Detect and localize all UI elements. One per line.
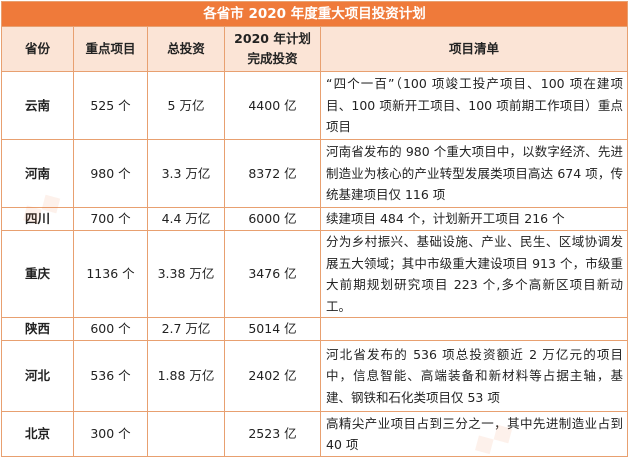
cell-planned-investment: 3476 亿 <box>224 230 321 318</box>
cell-key-projects: 525 个 <box>73 71 148 140</box>
table-row: 陕西 600 个 2.7 万亿 5014 亿 <box>1 317 628 341</box>
header-total-investment: 总投资 <box>147 26 225 72</box>
cell-planned-investment: 2402 亿 <box>224 340 321 412</box>
cell-project-list: 分为乡村振兴、基础设施、产业、民生、区域协调发展五大领域；其中市级重大建设项目 … <box>319 230 628 318</box>
cell-planned-investment: 8372 亿 <box>224 139 321 208</box>
cell-province: 云南 <box>1 71 74 140</box>
investment-plan-table: 各省市 2020 年度重大项目投资计划 省份 重点项目 总投资 2020 年计划… <box>0 1 628 457</box>
header-planned-line2: 完成投资 <box>247 51 298 66</box>
cell-project-list <box>319 317 628 341</box>
investment-table-container: ◆◆ ◆◆ 各省市 2020 年度重大项目投资计划 省份 重点项目 总投资 20… <box>0 1 628 463</box>
cell-province: 北京 <box>1 411 74 457</box>
header-planned-line1: 2020 年计划 <box>234 31 311 46</box>
cell-key-projects: 536 个 <box>73 340 148 412</box>
table-row: 重庆 1136 个 3.38 万亿 3476 亿 分为乡村振兴、基础设施、产业、… <box>1 230 628 318</box>
cell-key-projects: 1136 个 <box>73 230 148 318</box>
cell-total-investment: 5 万亿 <box>147 71 225 140</box>
cell-key-projects: 300 个 <box>73 411 148 457</box>
cell-project-list: 高精尖产业项目占到三分之一，其中先进制造业占到 40 项 <box>319 411 628 457</box>
cell-total-investment: 2.7 万亿 <box>147 317 225 341</box>
cell-key-projects: 700 个 <box>73 207 148 231</box>
cell-planned-investment: 5014 亿 <box>224 317 321 341</box>
table-row: 河北 536 个 1.88 万亿 2402 亿 河北省发布的 536 项总投资额… <box>1 340 628 412</box>
header-planned-investment: 2020 年计划 完成投资 <box>224 26 321 72</box>
cell-planned-investment: 4400 亿 <box>224 71 321 140</box>
cell-project-list: 河南省发布的 980 个重大项目中，以数字经济、先进制造业为核心的产业转型发展类… <box>319 139 628 208</box>
header-key-projects: 重点项目 <box>73 26 148 72</box>
table-row: 河南 980 个 3.3 万亿 8372 亿 河南省发布的 980 个重大项目中… <box>1 139 628 208</box>
cell-project-list: 河北省发布的 536 项总投资额近 2 万亿元的项目中，信息智能、高端装备和新材… <box>319 340 628 412</box>
cell-project-list: 续建项目 484 个，计划新开工项目 216 个 <box>319 207 628 231</box>
table-row: 云南 525 个 5 万亿 4400 亿 “四个一百”（100 项竣工投产项目、… <box>1 71 628 140</box>
cell-total-investment: 3.38 万亿 <box>147 230 225 318</box>
table-row: 四川 700 个 4.4 万亿 6000 亿 续建项目 484 个，计划新开工项… <box>1 207 628 231</box>
cell-total-investment: 3.3 万亿 <box>147 139 225 208</box>
cell-province: 河南 <box>1 139 74 208</box>
cell-province: 河北 <box>1 340 74 412</box>
cell-province: 重庆 <box>1 230 74 318</box>
header-project-list: 项目清单 <box>319 26 628 72</box>
cell-key-projects: 600 个 <box>73 317 148 341</box>
cell-key-projects: 980 个 <box>73 139 148 208</box>
cell-total-investment <box>147 411 225 457</box>
cell-province: 四川 <box>1 207 74 231</box>
cell-total-investment: 1.88 万亿 <box>147 340 225 412</box>
cell-project-list: “四个一百”（100 项竣工投产项目、100 项在建项目、100 项新开工项目、… <box>319 71 628 140</box>
table-title: 各省市 2020 年度重大项目投资计划 <box>0 1 628 27</box>
cell-total-investment: 4.4 万亿 <box>147 207 225 231</box>
cell-province: 陕西 <box>1 317 74 341</box>
table-row: 北京 300 个 2523 亿 高精尖产业项目占到三分之一，其中先进制造业占到 … <box>1 411 628 457</box>
cell-planned-investment: 6000 亿 <box>224 207 321 231</box>
cell-planned-investment: 2523 亿 <box>224 411 321 457</box>
header-province: 省份 <box>1 26 74 72</box>
